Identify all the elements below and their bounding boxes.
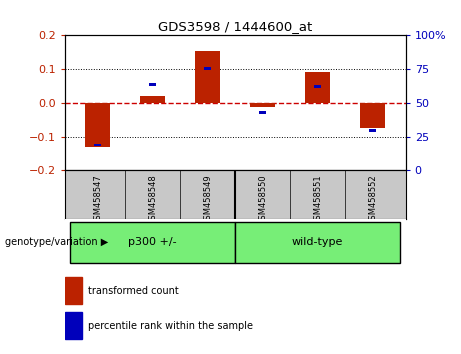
Bar <box>85 103 110 147</box>
Bar <box>250 103 275 107</box>
Bar <box>140 96 165 103</box>
Bar <box>259 111 266 114</box>
Bar <box>204 67 211 70</box>
Bar <box>70 222 235 263</box>
Text: p300 +/-: p300 +/- <box>128 236 177 247</box>
Bar <box>195 51 220 103</box>
Text: GSM458551: GSM458551 <box>313 174 322 225</box>
Bar <box>314 85 321 88</box>
Bar <box>149 83 156 86</box>
Text: GSM458550: GSM458550 <box>258 174 267 225</box>
Text: GSM458552: GSM458552 <box>368 174 377 225</box>
Bar <box>65 312 82 339</box>
Bar <box>369 129 376 132</box>
Bar <box>94 144 101 147</box>
Text: genotype/variation ▶: genotype/variation ▶ <box>5 238 108 247</box>
Text: GSM458548: GSM458548 <box>148 174 157 225</box>
Bar <box>361 103 385 128</box>
Text: transformed count: transformed count <box>89 286 179 296</box>
Bar <box>235 222 400 263</box>
Text: percentile rank within the sample: percentile rank within the sample <box>89 321 254 331</box>
Title: GDS3598 / 1444600_at: GDS3598 / 1444600_at <box>158 20 312 33</box>
Text: GSM458547: GSM458547 <box>93 174 102 225</box>
Text: GSM458549: GSM458549 <box>203 174 212 225</box>
Text: wild-type: wild-type <box>292 236 343 247</box>
Bar <box>305 72 330 103</box>
Bar <box>65 277 82 304</box>
